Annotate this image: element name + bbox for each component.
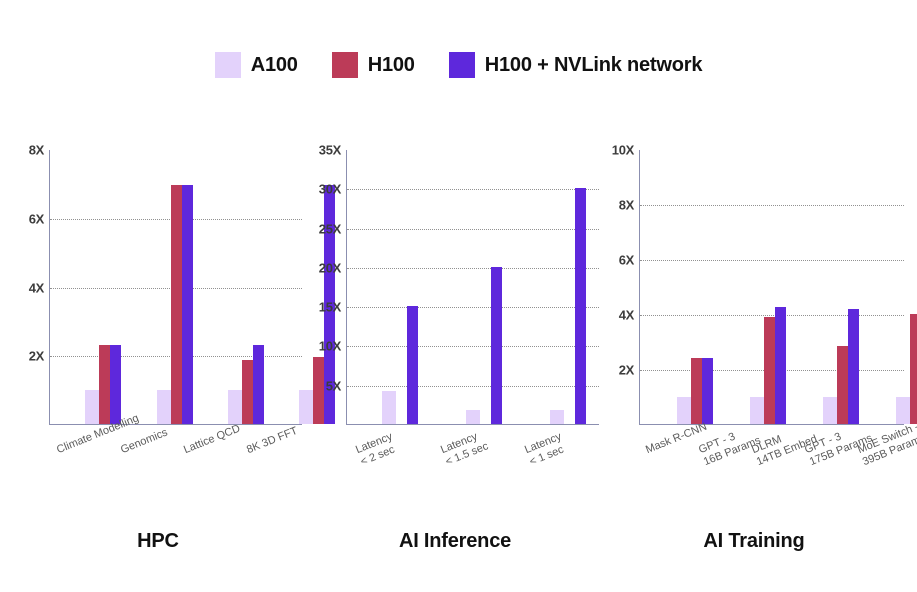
bar-h100[interactable]	[241, 360, 253, 424]
bar-group	[431, 150, 515, 424]
bar-a100[interactable]	[227, 389, 242, 424]
bar-h100[interactable]	[313, 356, 325, 424]
bar-h100[interactable]	[690, 358, 702, 424]
bar-h100[interactable]	[909, 314, 917, 424]
bar-a100[interactable]	[156, 389, 171, 424]
chart-panel-hpc: 2X 4X 6X 8X Climate Modelling Genomics Lattice…	[8, 125, 336, 585]
y-axis-tick-label: 6X	[28, 211, 45, 227]
bar-group	[347, 150, 431, 424]
gridline	[347, 267, 599, 269]
bar-nvl[interactable]	[324, 185, 336, 424]
bar-a100[interactable]	[466, 409, 481, 424]
bar-nvl[interactable]	[701, 358, 713, 424]
bar-nvl[interactable]	[774, 307, 786, 424]
bar-nvl[interactable]	[181, 185, 193, 424]
gridline	[640, 205, 904, 206]
bar-group	[50, 150, 122, 424]
y-axis-tick-label: 2X	[618, 362, 635, 378]
y-axis-tick-label: 2X	[28, 348, 45, 364]
bar-h100[interactable]	[99, 344, 111, 424]
y-axis-tick-label: 30X	[318, 181, 342, 197]
y-axis-tick-label: 15X	[318, 299, 342, 315]
gridline	[347, 385, 599, 387]
plot-canvas	[639, 150, 917, 425]
gridline	[347, 189, 599, 191]
gridline	[347, 346, 599, 348]
bar-group	[515, 150, 599, 424]
y-axis-tick-label: 4X	[28, 280, 45, 295]
bar-nvl[interactable]	[407, 306, 419, 424]
bar-a100[interactable]	[822, 396, 837, 424]
bar-nvl[interactable]	[110, 344, 122, 424]
y-axis-tick-label: 20X	[318, 260, 342, 276]
legend-item-h100[interactable]: H100	[331, 52, 415, 78]
gridline	[347, 307, 599, 309]
bar-group	[264, 150, 336, 424]
bar-group	[193, 150, 264, 424]
bar-a100[interactable]	[676, 396, 691, 424]
chart-legend: A100 H100 H100 + NVLink network	[0, 52, 917, 78]
bar-nvl[interactable]	[575, 188, 587, 424]
bar-group	[640, 150, 713, 424]
y-axis-tick-label: 8X	[618, 197, 635, 213]
bar-group	[859, 150, 917, 424]
bar-group	[713, 150, 786, 424]
y-axis-tick-label: 8X	[28, 142, 45, 158]
legend-swatch-nvl	[448, 52, 475, 78]
y-axis-tick-label: 25X	[318, 221, 342, 237]
bar-nvl[interactable]	[847, 308, 859, 424]
bar-a100[interactable]	[749, 396, 764, 424]
bar-h100[interactable]	[836, 345, 848, 424]
chart-panel-ai-training: 2X 4X 6X 8X 10X Mask R-CNN GPT - 3 16B Params DL…	[598, 125, 917, 585]
y-axis-tick-label: 6X	[618, 252, 635, 268]
bar-groups	[640, 150, 917, 424]
bar-group	[121, 150, 193, 424]
bar-a100[interactable]	[550, 409, 565, 424]
chart-panels: 2X 4X 6X 8X Climate Modelling Genomics Lattice…	[0, 125, 917, 585]
bar-nvl[interactable]	[491, 266, 503, 424]
bar-nvl[interactable]	[252, 344, 264, 424]
bar-group	[786, 150, 859, 424]
bar-h100[interactable]	[170, 185, 182, 424]
y-axis-tick-label: 35X	[318, 142, 342, 158]
bar-groups	[347, 150, 599, 424]
y-axis-tick-label: 10X	[611, 142, 635, 158]
x-axis-tick-label: Latency < 1 sec	[523, 431, 568, 470]
plot-canvas	[49, 150, 336, 425]
chart-panel-ai-inference: 5X 10X 15X 20X 25X 30X 35X Latency < 2 sec Latenc…	[305, 125, 605, 585]
plot-area: 2X 4X 6X 8X 10X	[598, 125, 917, 435]
plot-area: 2X 4X 6X 8X	[8, 125, 336, 435]
legend-label-h100: H100	[367, 53, 415, 76]
bar-h100[interactable]	[763, 316, 775, 424]
bar-a100[interactable]	[382, 391, 397, 424]
panel-title: AI Inference	[398, 530, 512, 552]
panel-title: AI Training	[703, 530, 805, 552]
y-axis-tick-label: 4X	[618, 307, 635, 323]
legend-swatch-h100	[331, 52, 358, 78]
y-axis: 5X 10X 15X 20X 25X 30X 35X	[305, 125, 345, 435]
gridline	[640, 260, 904, 261]
bar-a100[interactable]	[85, 389, 100, 424]
plot-area: 5X 10X 15X 20X 25X 30X 35X	[305, 125, 605, 435]
panel-title: HPC	[137, 530, 179, 552]
plot-canvas	[346, 150, 599, 425]
legend-item-nvl[interactable]: H100 + NVLink network	[448, 52, 703, 78]
legend-label-nvl: H100 + NVLink network	[484, 53, 703, 76]
y-axis: 2X 4X 6X 8X 10X	[598, 125, 638, 435]
gridline	[640, 315, 904, 316]
y-axis-tick-label: 5X	[325, 378, 342, 394]
y-axis: 2X 4X 6X 8X	[8, 125, 48, 435]
legend-item-a100[interactable]: A100	[214, 52, 298, 78]
bar-a100[interactable]	[895, 396, 910, 424]
gridline	[347, 228, 599, 230]
y-axis-tick-label: 10X	[318, 338, 342, 354]
legend-swatch-a100	[214, 52, 241, 78]
legend-label-a100: A100	[250, 53, 298, 76]
bar-a100[interactable]	[299, 389, 314, 424]
x-axis-tick-label: Latency < 2 sec	[354, 431, 399, 470]
bar-groups	[50, 150, 336, 424]
